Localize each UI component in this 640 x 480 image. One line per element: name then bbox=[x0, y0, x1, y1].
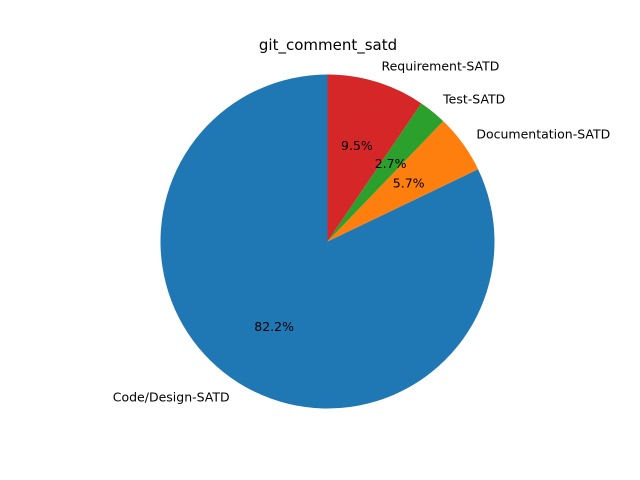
pie-pct-label-test-satd: 2.7% bbox=[375, 156, 407, 171]
pie-category-label-code-design-satd: Code/Design-SATD bbox=[113, 389, 230, 404]
pie-labels: 82.2% Code/Design-SATD 5.7% Documentation-S… bbox=[113, 58, 610, 404]
pie-category-label-documentation-satd: Documentation-SATD bbox=[476, 126, 610, 141]
pie-slice-documentation-satd bbox=[327, 121, 479, 242]
pie-slices bbox=[160, 74, 495, 409]
pie-pct-label-requirement-satd: 9.5% bbox=[341, 138, 373, 153]
pie-pct-label-code-design-satd: 82.2% bbox=[254, 319, 294, 334]
pie-slice-requirement-satd bbox=[327, 74, 422, 242]
pie-slice-test-satd bbox=[327, 103, 444, 242]
pie-category-label-requirement-satd: Requirement-SATD bbox=[381, 58, 499, 73]
pie-pct-label-documentation-satd: 5.7% bbox=[393, 175, 425, 190]
pie-category-label-test-satd: Test-SATD bbox=[442, 91, 505, 106]
chart-title: git_comment_satd bbox=[259, 36, 397, 55]
pie-slice-code-design-satd bbox=[160, 74, 495, 409]
